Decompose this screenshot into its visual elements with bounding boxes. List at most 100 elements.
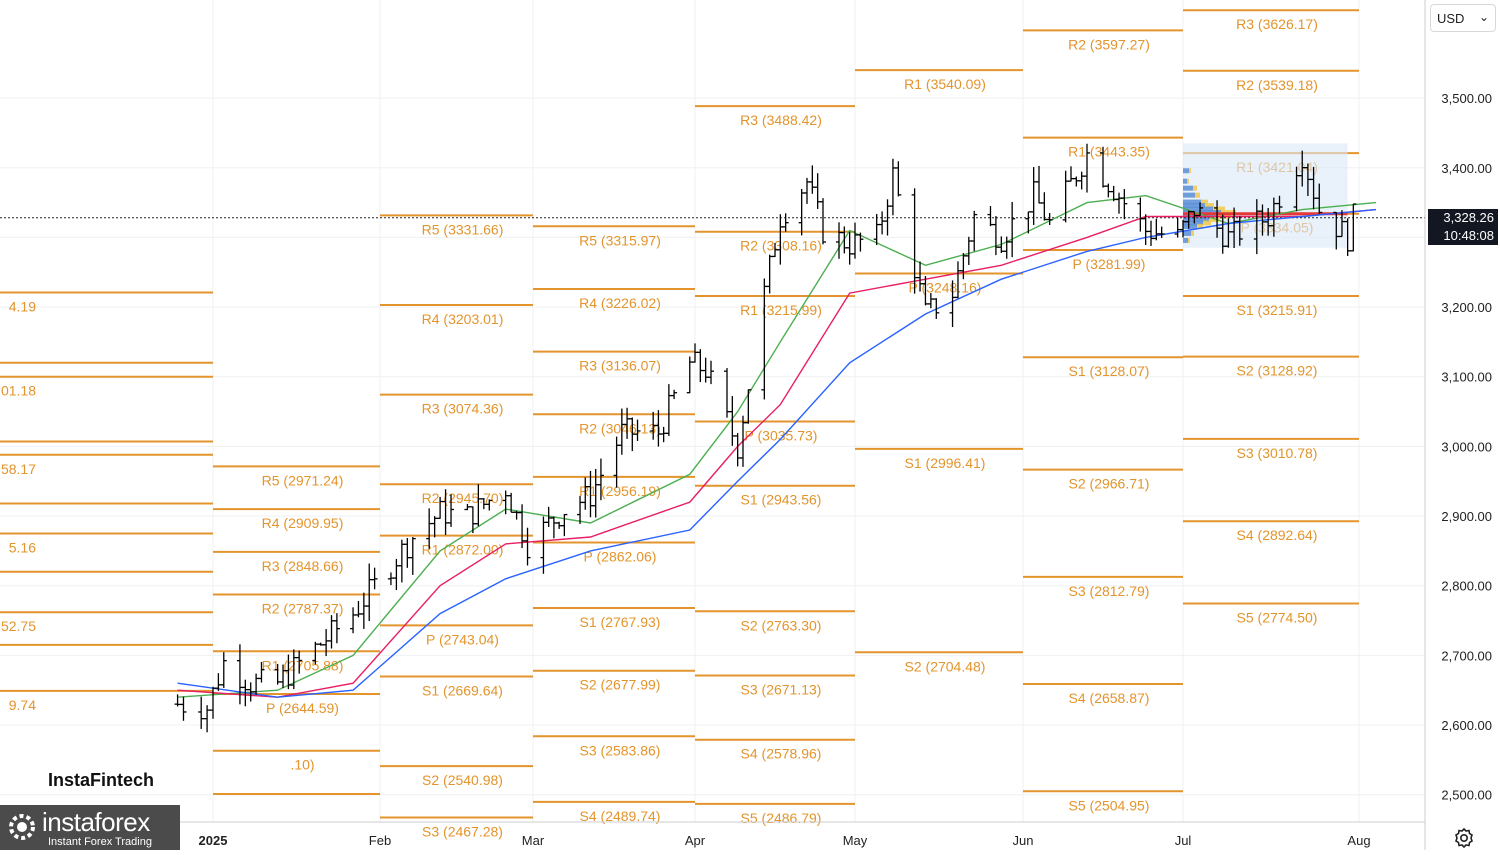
pivot-label: R2 (3539.18) [1236,77,1318,93]
pivot-label: R3 (3074.36) [422,401,504,417]
ohlc-bar [1304,163,1311,196]
last-price-value: 3,328.26 [1443,210,1494,225]
x-tick-label: Apr [685,833,706,848]
ohlc-bar [1158,226,1165,238]
y-tick-label: 3,100.00 [1441,370,1492,385]
ohlc-bar [448,494,455,527]
watermark-text: InstaFintech [48,770,155,790]
pivot-label: S1 (2669.64) [422,683,503,699]
ohlc-bar [220,652,227,688]
ohlc-bar [1219,214,1226,254]
ohlc-bar [1236,216,1243,246]
ohlc-bar [1191,211,1198,224]
profile-bar [1188,237,1190,243]
y-tick-label: 2,500.00 [1441,788,1492,803]
x-tick-label: Mar [522,833,545,848]
ohlc-bar [1225,218,1232,248]
ohlc-bar [1344,218,1351,256]
ohlc-bar [296,650,303,674]
y-tick-label: 2,900.00 [1441,509,1492,524]
pivot-label: R3 (2848.66) [262,558,344,574]
ohlc-bars [174,143,1357,733]
ohlc-bar [1231,207,1238,249]
pivot-label: S4 (2578.96) [741,746,822,762]
profile-bar [1183,230,1191,236]
ohlc-bar [561,513,568,537]
pivot-label: S2 (2540.98) [422,772,503,788]
pivot-layer: 4.19 01.18 58.17 5.16 52.75 9.74 R5 (2971.24) R… [0,9,1359,839]
ohlc-bar [333,613,340,644]
pivot-label: R2 (3597.27) [1068,36,1150,52]
pivot-label: R1 (2956.19) [579,483,661,499]
ohlc-bar [857,232,864,252]
profile-bar [1183,192,1195,198]
ohlc-bar [671,389,678,400]
pivot-label: S2 (2763.30) [741,617,822,633]
pivot-label: R3 (3626.17) [1236,16,1318,32]
ohlc-bar [198,696,205,729]
pivot-label: S5 (2774.50) [1237,609,1318,625]
moving-average-line [177,208,1377,698]
profile-bar [1193,185,1197,191]
y-tick-label: 3,000.00 [1441,439,1492,454]
x-tick-label: 2025 [199,833,228,848]
profile-bar [1197,223,1203,229]
ohlc-bar [1259,204,1266,236]
settings-gear-icon[interactable] [1452,826,1476,850]
pivot-label: S2 (3128.92) [1237,363,1318,379]
last-price-tag: 3,328.26 10:48:08 [1428,209,1498,245]
profile-bar [1195,192,1200,198]
pivot-label: R2 (3046.13) [579,420,661,436]
currency-selector[interactable]: USD ⌄ [1430,4,1496,32]
pivot-label: S1 (2943.56) [741,492,822,508]
pivot-label: S4 (2892.64) [1237,527,1318,543]
moving-average-line [177,194,1377,698]
ohlc-bar [486,499,493,511]
y-tick-label: 2,700.00 [1441,648,1492,663]
pivot-label: S3 (2583.86) [580,742,661,758]
profile-bar [1209,217,1219,223]
pivot-label: S3 (2467.28) [422,823,503,839]
plot-background [0,0,1425,822]
ohlc-bar [1270,197,1277,237]
pivot-label: R1 (3443.35) [1068,144,1150,160]
profile-bar [1183,185,1193,191]
pivot-label: R3 (3488.42) [740,112,822,128]
pivot-label: R1 (3540.09) [904,76,986,92]
pivot-label: R2 (2945.70) [422,490,504,506]
pivot-label: R2 (2787.37) [262,601,344,617]
pivot-label: P (3035.73) [745,428,818,444]
profile-bar [1191,230,1194,236]
pivot-label: S4 (2489.74) [580,808,661,824]
pivot-label: P (2743.04) [426,631,499,647]
profile-bar [1183,199,1201,205]
pivot-label: R2 (3308.16) [740,238,822,254]
profile-bar [1203,220,1211,226]
profile-bar [1183,223,1197,229]
profile-bar [1183,203,1205,209]
ohlc-bar [204,705,211,733]
ohlc-bar [1350,203,1357,252]
pivot-label: S3 (3010.78) [1237,445,1318,461]
y-tick-label: 3,400.00 [1441,161,1492,176]
pivot-label: S1 (3128.07) [1069,363,1150,379]
pivot-label: S3 (2671.13) [741,681,822,697]
bar-countdown: 10:48:08 [1443,228,1494,243]
x-tick-label: Aug [1347,833,1370,848]
currency-label: USD [1437,11,1465,26]
y-tick-label: 3,500.00 [1441,91,1492,106]
pivot-label: R4 (2909.95) [262,515,344,531]
ohlc-bar [174,694,181,707]
ohlc-bar [895,161,902,197]
pivot-label: 5.16 [9,539,36,555]
volume-profile [0,143,1425,248]
y-tick-label: 3,200.00 [1441,300,1492,315]
pivot-label: R3 (3136.07) [579,358,661,374]
profile-bar [1213,206,1225,212]
watermark-box: InstaFintech [40,742,195,790]
ohlc-bar [782,213,789,232]
ohlc-bar [1009,202,1016,258]
